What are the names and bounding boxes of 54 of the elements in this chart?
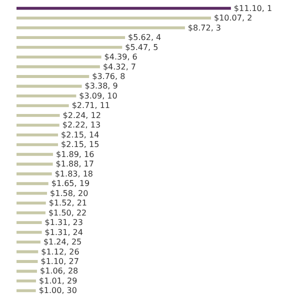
- data-label: $2.71, 11: [72, 101, 110, 110]
- bar: [16, 211, 46, 214]
- data-label: $1.10, 27: [40, 257, 79, 266]
- bar: [16, 260, 38, 263]
- data-label: $3.09, 10: [79, 91, 118, 100]
- bar: [16, 182, 48, 186]
- bar: [16, 143, 58, 146]
- data-label: $2.22, 13: [62, 120, 101, 130]
- data-label: $2.15, 15: [61, 140, 100, 150]
- data-label: $1.52, 21: [48, 198, 88, 208]
- data-label: $2.15, 14: [61, 130, 100, 140]
- bar: [16, 192, 48, 195]
- data-label: $10.07, 2: [214, 14, 252, 23]
- bar: [16, 36, 126, 40]
- bar: [16, 230, 42, 234]
- data-label: $5.47, 5: [125, 42, 158, 52]
- bar: [16, 16, 211, 20]
- bar: [16, 152, 54, 156]
- bar: [16, 124, 60, 127]
- bar: [16, 221, 42, 224]
- data-label: $4.32, 7: [102, 62, 136, 72]
- data-label: $2.24, 12: [62, 110, 101, 120]
- bar: [16, 75, 90, 78]
- data-label: $1.01, 29: [39, 276, 78, 286]
- data-label: $11.10, 1: [234, 4, 272, 13]
- data-label: $1.89, 16: [56, 150, 94, 159]
- data-label: $1.65, 19: [51, 179, 90, 188]
- data-label: $3.76, 8: [92, 72, 126, 81]
- data-label: $3.38, 9: [84, 82, 118, 91]
- data-label: $1.12, 26: [41, 247, 80, 256]
- bar: [16, 94, 76, 98]
- bar: [16, 162, 53, 166]
- bar: [16, 46, 122, 49]
- data-label: $1.58, 20: [50, 188, 88, 198]
- bar: [16, 114, 60, 117]
- data-label: $1.06, 28: [40, 266, 78, 276]
- bar: [16, 280, 36, 282]
- data-label: $1.88, 17: [56, 160, 94, 169]
- data-label: $1.50, 22: [48, 208, 87, 218]
- bar: [16, 26, 185, 30]
- data-label: $5.62, 4: [128, 33, 162, 42]
- bar: [16, 240, 40, 244]
- bar: [16, 6, 231, 10]
- bar: [16, 133, 58, 136]
- data-label: $1.31, 23: [44, 218, 83, 228]
- data-label: $1.00, 30: [38, 286, 77, 296]
- data-label: $1.31, 24: [44, 228, 83, 237]
- data-label: $1.83, 18: [54, 169, 94, 178]
- bar: [16, 172, 52, 176]
- data-label: $4.39, 6: [104, 52, 138, 62]
- data-label: $1.24, 25: [43, 238, 82, 247]
- bar: [16, 56, 102, 58]
- bar: [16, 202, 46, 205]
- data-label: $8.72, 3: [188, 23, 222, 32]
